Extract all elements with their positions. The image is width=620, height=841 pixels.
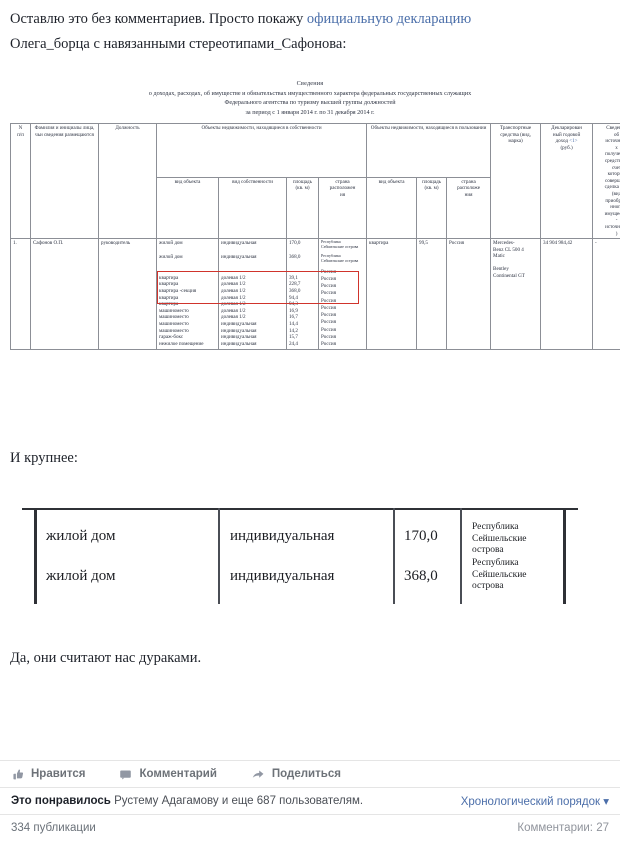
- thumbs-up-icon: [11, 768, 24, 781]
- sort-order-dropdown[interactable]: Хронологический порядок ▾: [461, 794, 609, 808]
- comment-icon: [119, 768, 132, 781]
- zoomed-cell-ownership-2: индивидуальная: [230, 568, 335, 584]
- sort-order-label: Хронологический порядок: [460, 796, 601, 808]
- th-transport: Транспортные средства (вид, марка): [490, 122, 542, 240]
- like-label: Нравится: [31, 768, 86, 780]
- zoomed-table-inner: жилой дом индивидуальная 170,0 Республик…: [22, 508, 578, 604]
- th-position: Должность: [98, 122, 157, 240]
- zoomed-table: жилой дом индивидуальная 170,0 Республик…: [10, 500, 620, 612]
- cell-used-country: Россия: [446, 238, 492, 351]
- likes-prefix: Это понравилось: [11, 795, 111, 807]
- th-income: Декларирован ный годовой доход <1> (руб.…: [540, 122, 594, 240]
- zoomed-cell-type-1: жилой дом: [46, 528, 116, 544]
- zoomed-cell-country-1: Республика Сейшельские острова: [472, 522, 527, 555]
- zoomed-table-divider-3: [460, 508, 462, 604]
- zoomed-cell-type-2: жилой дом: [46, 568, 116, 584]
- th-used-group: Объекты недвижимости, находящиеся в поль…: [366, 123, 492, 178]
- zoomed-cell-ownership-1: индивидуальная: [230, 528, 335, 544]
- cell-owned-countries: Республика Сейшельские острова Республика…: [317, 238, 368, 351]
- cell-number: 1.: [10, 238, 31, 351]
- th-owned-country: страна расположен ия: [317, 176, 368, 240]
- zoomed-table-top-border: [22, 508, 578, 510]
- th-owned-group: Объекты недвижимости, находящиеся в собс…: [155, 123, 368, 178]
- likes-text: Это понравилось Рустему Адагамову и еще …: [11, 795, 363, 807]
- official-declaration-link[interactable]: официальную декларацию: [306, 11, 472, 27]
- declaration-title: Сведения: [296, 80, 324, 87]
- zoomed-table-border-right: [563, 508, 566, 604]
- th-owned-area: площадь (кв. м): [286, 176, 319, 240]
- comment-label: Комментарий: [139, 768, 217, 780]
- share-button[interactable]: Поделиться: [251, 768, 341, 781]
- facebook-footer: Нравится Комментарий Поделиться Это понр…: [0, 760, 620, 841]
- action-bar: Нравится Комментарий Поделиться: [0, 760, 620, 788]
- meta-bar: 334 публикации Комментарии: 27: [0, 815, 620, 841]
- cell-sources: -: [592, 238, 620, 351]
- cell-fio: Сафонов О.П.: [30, 238, 99, 351]
- post-line-1: Оставлю это без комментариев. Просто пок…: [10, 7, 610, 32]
- cell-transport: Mercedes- Benz CL 500 4 Matic Bentley Co…: [490, 238, 542, 351]
- like-button[interactable]: Нравится: [11, 768, 85, 781]
- comments-count[interactable]: Комментарии: 27: [517, 822, 609, 834]
- likes-bar: Это понравилось Рустему Адагамову и еще …: [0, 788, 620, 815]
- posts-count[interactable]: 334 публикации: [11, 822, 96, 834]
- caption-end: Да, они считают нас дураками.: [10, 650, 202, 666]
- declaration-subtitle-2: Федерального агентства по туризму высшей…: [224, 99, 396, 106]
- post-body: Оставлю это без комментариев. Просто пок…: [0, 0, 620, 57]
- cell-used-type: квартира: [366, 238, 418, 351]
- zoomed-table-divider-1: [218, 508, 220, 604]
- declaration-heading: Сведения о доходах, расходах, об имущест…: [10, 71, 610, 117]
- cell-used-area: 99,5: [416, 238, 448, 351]
- cell-position: руководитель: [98, 238, 157, 351]
- share-arrow-icon: [251, 768, 265, 781]
- cell-owned-types: жилой дом жилой дом квартира квартира кварти…: [156, 238, 219, 351]
- share-label: Поделиться: [271, 768, 341, 780]
- footnote-ref-1[interactable]: <1>: [569, 138, 578, 145]
- post-line-1-text: Оставлю это без комментариев. Просто пок…: [10, 11, 307, 27]
- zoomed-cell-area-2: 368,0: [404, 568, 438, 584]
- th-owned-ownership: вид собственности: [218, 176, 287, 240]
- cell-owned-areas: 170,0 368,0 39,1 228,7 368,0 94,4 94,3 16,9 16,7…: [286, 238, 319, 351]
- cell-owned-ownership: индивидуальная индивидуальная долевая 1/2 д…: [218, 238, 287, 351]
- th-used-area: площадь (кв. м): [416, 176, 448, 240]
- chevron-down-icon: ▾: [603, 796, 609, 808]
- th-used-type: вид объекта: [366, 176, 418, 240]
- th-used-country: страна расположе ния: [446, 176, 492, 240]
- table-row: 1. Сафонов О.П. руководитель жилой дом жи…: [10, 238, 620, 351]
- zoomed-cell-country-2: Республика Сейшельские острова: [472, 558, 527, 591]
- th-sources: Сведения об источника х получения средст…: [592, 122, 620, 240]
- zoomed-table-divider-2: [393, 508, 395, 604]
- th-owned-type: вид объекта: [156, 176, 219, 240]
- post-line-2: Олега_борца с навязанными стереотипами_С…: [10, 36, 347, 52]
- zoomed-table-border-left: [34, 508, 37, 604]
- declaration-subtitle-1: о доходах, расходах, об имуществе и обяз…: [148, 89, 472, 97]
- cell-income: 34 904 984,42: [540, 238, 594, 351]
- declaration-subtitle-3: за период с 1 января 2014 г. по 31 декаб…: [245, 108, 375, 116]
- declaration-scan: Сведения о доходах, расходах, об имущест…: [10, 71, 620, 351]
- zoomed-cell-area-1: 170,0: [404, 528, 438, 544]
- likes-names[interactable]: Рустему Адагамову и еще 687 пользователя…: [114, 795, 364, 807]
- th-fio: Фамилия и инициалы лица, чьи сведения ра…: [30, 122, 99, 240]
- table-header-row-2: вид объекта вид собственности площадь (кв…: [11, 176, 620, 240]
- caption-zoom: И крупнее:: [10, 450, 78, 466]
- comment-button[interactable]: Комментарий: [119, 768, 217, 781]
